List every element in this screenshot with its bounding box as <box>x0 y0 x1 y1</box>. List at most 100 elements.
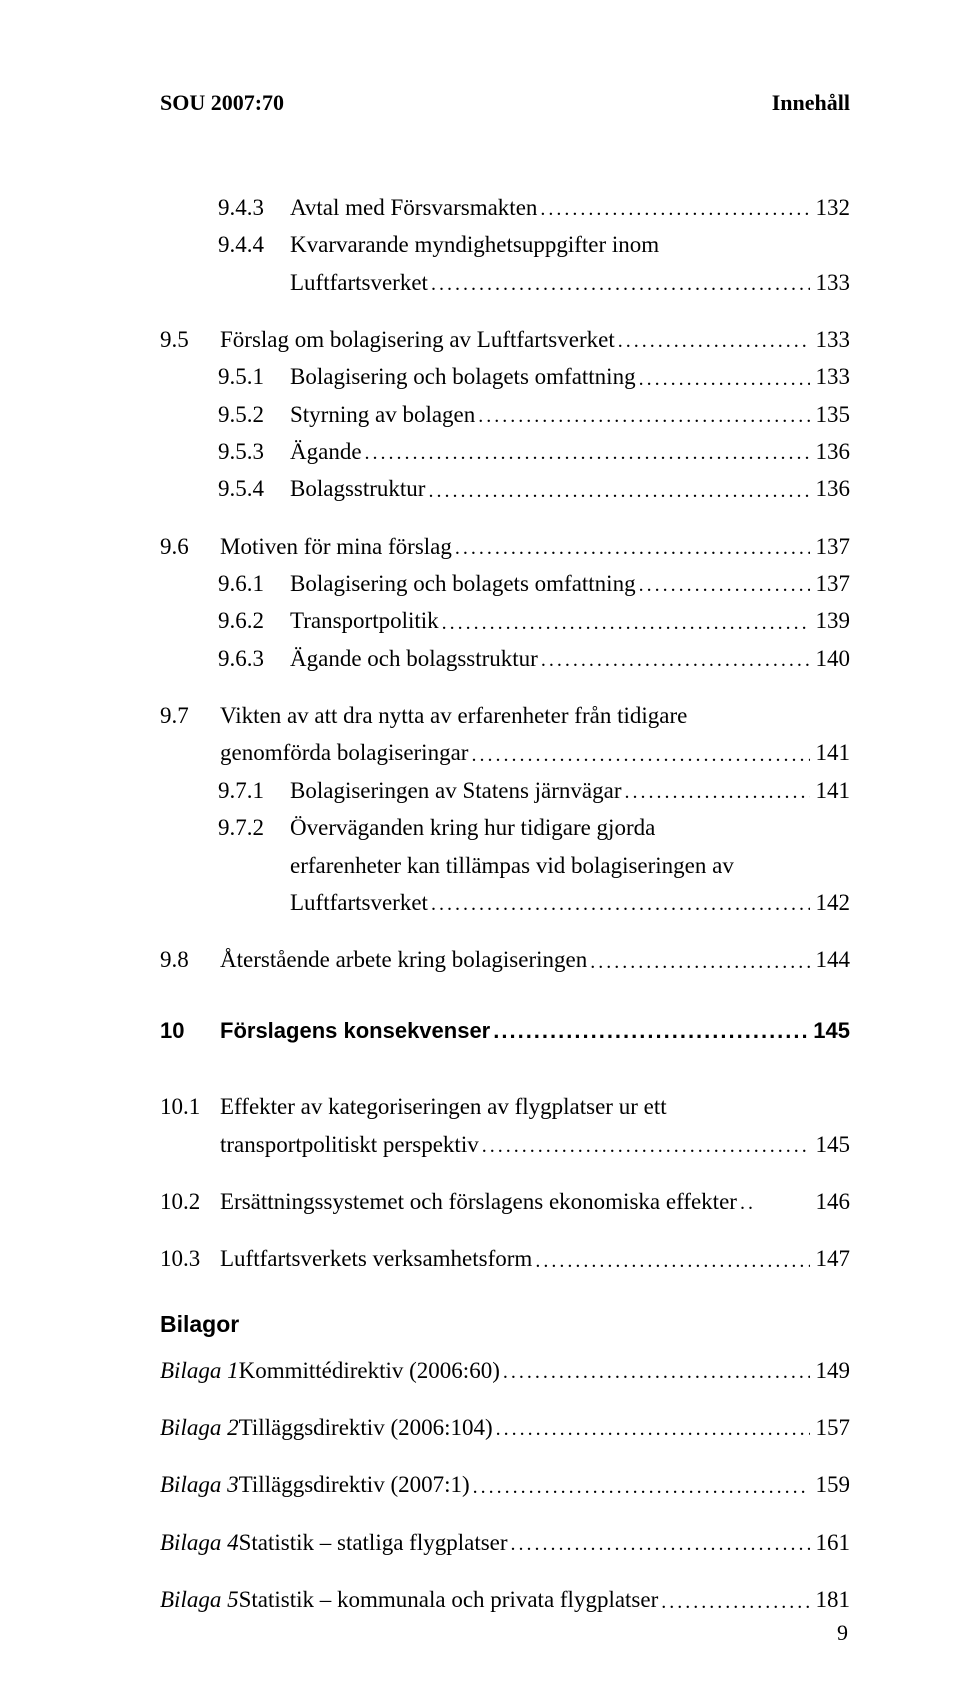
toc-entry-number: 9.5 <box>160 323 220 356</box>
toc-entry-body: Ägande..................................… <box>290 435 810 468</box>
toc-entry-number: 9.7 <box>160 699 220 732</box>
toc-entry-body: Ägande och bolagsstruktur...............… <box>290 642 810 675</box>
toc-entry-number: 9.5.4 <box>160 472 290 505</box>
toc-leader-dots: ........................................… <box>500 1358 810 1387</box>
toc-entry-page: 146 <box>810 1185 851 1218</box>
toc-entry-page: 135 <box>810 398 851 431</box>
toc-entry-number: 9.5.2 <box>160 398 290 431</box>
toc-entry-page: 139 <box>810 604 851 637</box>
bilaga-title: Kommittédirektiv (2006:60) <box>239 1354 500 1387</box>
toc-entry: 9.6.3Ägande och bolagsstruktur..........… <box>160 642 850 675</box>
toc-entry-number: 9.6.3 <box>160 642 290 675</box>
toc-entry-number: 9.4.4 <box>160 228 290 261</box>
toc-entry-title: Ägande och bolagsstruktur <box>290 642 538 675</box>
toc-leader-dots: ........................................… <box>508 1530 810 1559</box>
toc-entry: 9.7.1Bolagiseringen av Statens järnvägar… <box>160 774 850 807</box>
toc-entry-page: 133 <box>810 360 851 393</box>
toc-entry-body: Bolagisering och bolagets omfattning....… <box>290 567 810 600</box>
toc-entry-title: Effekter av kategoriseringen av flygplat… <box>220 1090 667 1123</box>
toc-leader-dots: ........................................… <box>428 270 810 299</box>
toc-entry: 9.5.1Bolagisering och bolagets omfattnin… <box>160 360 850 393</box>
toc-entry: 9.4.3Avtal med Försvarsmakten...........… <box>160 191 850 224</box>
toc-entry-body: Transportpolitik........................… <box>290 604 810 637</box>
toc-entry-number: 9.7.1 <box>160 774 290 807</box>
toc-entry: 9.5.2Styrning av bolagen................… <box>160 398 850 431</box>
toc-entry-page: 145 <box>807 1015 850 1047</box>
toc-entry: 9.7Vikten av att dra nytta av erfarenhet… <box>160 699 850 732</box>
toc-leader-dots: ........................................… <box>428 890 810 919</box>
toc-leader-dots: ........................................… <box>475 402 809 431</box>
toc-leader-dots: ........................................… <box>615 327 810 356</box>
toc-leader-dots: ........................................… <box>636 365 810 394</box>
toc-entry: 9.5Förslag om bolagisering av Luftfartsv… <box>160 323 850 356</box>
toc-entry-title: Bolagisering och bolagets omfattning <box>290 567 636 600</box>
toc-leader-dots: ........................................… <box>537 195 809 224</box>
bilaga-label: Bilaga 3 <box>160 1468 239 1501</box>
toc-entry-title: Vikten av att dra nytta av erfarenheter … <box>220 699 687 732</box>
toc-entry-number: 9.6 <box>160 530 220 563</box>
toc-entry-body: Bolagisering och bolagets omfattning....… <box>290 360 810 393</box>
toc-entry-title: Luftfartsverket <box>290 886 428 919</box>
toc-leader-dots: ........................................… <box>538 646 810 675</box>
bilaga-label: Bilaga 4 <box>160 1526 239 1559</box>
bilaga-label: Bilaga 5 <box>160 1583 239 1616</box>
bilagor-heading: Bilagor <box>160 1311 850 1338</box>
toc-entry-page: 145 <box>810 1128 851 1161</box>
toc-entry-body: Motiven för mina förslag................… <box>220 530 810 563</box>
toc-entry-body: Ersättningssystemet och förslagens ekono… <box>220 1185 810 1218</box>
running-head-left: SOU 2007:70 <box>160 90 284 116</box>
toc-entry-number: 9.5.3 <box>160 435 290 468</box>
toc-entry-title: Överväganden kring hur tidigare gjorda <box>290 811 655 844</box>
toc-entry-number: 9.8 <box>160 943 220 976</box>
toc-entry-page: 136 <box>810 435 851 468</box>
toc-entry-page: 137 <box>810 530 851 563</box>
toc-entry-continuation: transportpolitiskt perspektiv...........… <box>160 1128 850 1161</box>
toc-leader-dots: ........................................… <box>621 778 809 807</box>
toc-entry: 9.6Motiven för mina förslag.............… <box>160 530 850 563</box>
toc-entry-number: 10.2 <box>160 1185 220 1218</box>
toc-entry-title: Luftfartsverket <box>290 266 428 299</box>
toc-entry-number: 10.3 <box>160 1242 220 1275</box>
toc-entry: 10Förslagens konsekvenser...............… <box>160 1015 850 1047</box>
page-number: 9 <box>837 1620 848 1646</box>
bilaga-label: Bilaga 1 <box>160 1354 239 1387</box>
toc-leader-dots: ........................................… <box>425 477 809 506</box>
toc-entry-body: Förslag om bolagisering av Luftfartsverk… <box>220 323 810 356</box>
toc-leader-dots: ........................................… <box>636 571 810 600</box>
toc-entry: 9.6.1Bolagisering och bolagets omfattnin… <box>160 567 850 600</box>
toc-entry-page: 144 <box>810 943 851 976</box>
toc-entry-title: Avtal med Försvarsmakten <box>290 191 537 224</box>
toc-entry-title: Återstående arbete kring bolagiseringen <box>220 943 587 976</box>
toc-entry-number: 9.4.3 <box>160 191 290 224</box>
toc-entry-page: 140 <box>810 642 851 675</box>
toc-entry-body: Styrning av bolagen.....................… <box>290 398 810 431</box>
toc-entry-page: 142 <box>810 886 851 919</box>
toc-entry-body: Återstående arbete kring bolagiseringen.… <box>220 943 810 976</box>
bilaga-title: Tilläggsdirektiv (2007:1) <box>239 1468 470 1501</box>
bilaga-page: 161 <box>810 1526 851 1559</box>
toc-leader-dots: ........................................… <box>439 609 810 638</box>
toc-entry-number: 10.1 <box>160 1090 220 1123</box>
toc-entry: 9.5.4Bolagsstruktur.....................… <box>160 472 850 505</box>
toc-leader-dots: ........................................… <box>470 1473 810 1502</box>
running-head: SOU 2007:70 Innehåll <box>160 90 850 116</box>
toc-entry-number: 9.5.1 <box>160 360 290 393</box>
bilaga-title: Tilläggsdirektiv (2006:104) <box>239 1411 493 1444</box>
toc-entry-title: genomförda bolagiseringar <box>220 736 468 769</box>
bilaga-entry: Bilaga 1 Kommittédirektiv (2006:60).....… <box>160 1354 850 1387</box>
toc-entry-title: Styrning av bolagen <box>290 398 475 431</box>
toc-leader-dots: ........................................… <box>479 1132 810 1161</box>
bilaga-entry: Bilaga 4 Statistik – statliga flygplatse… <box>160 1526 850 1559</box>
toc-entry-title: transportpolitiskt perspektiv <box>220 1128 479 1161</box>
toc-entry: 9.7.2Överväganden kring hur tidigare gjo… <box>160 811 850 844</box>
bilaga-title: Statistik – kommunala och privata flygpl… <box>239 1583 659 1616</box>
toc-entry-page: 132 <box>810 191 851 224</box>
bilaga-title: Statistik – statliga flygplatser <box>239 1526 508 1559</box>
toc-leader-dots: ........................................… <box>658 1588 809 1617</box>
toc-entry-title: erfarenheter kan tillämpas vid bolagiser… <box>290 849 734 882</box>
toc-entry-page: 133 <box>810 323 851 356</box>
toc-leader-dots: ........................................… <box>452 534 810 563</box>
toc-entry-number: 9.6.1 <box>160 567 290 600</box>
toc-entry-continuation: Luftfartsverket.........................… <box>160 266 850 299</box>
toc-entry-page: 141 <box>810 736 851 769</box>
